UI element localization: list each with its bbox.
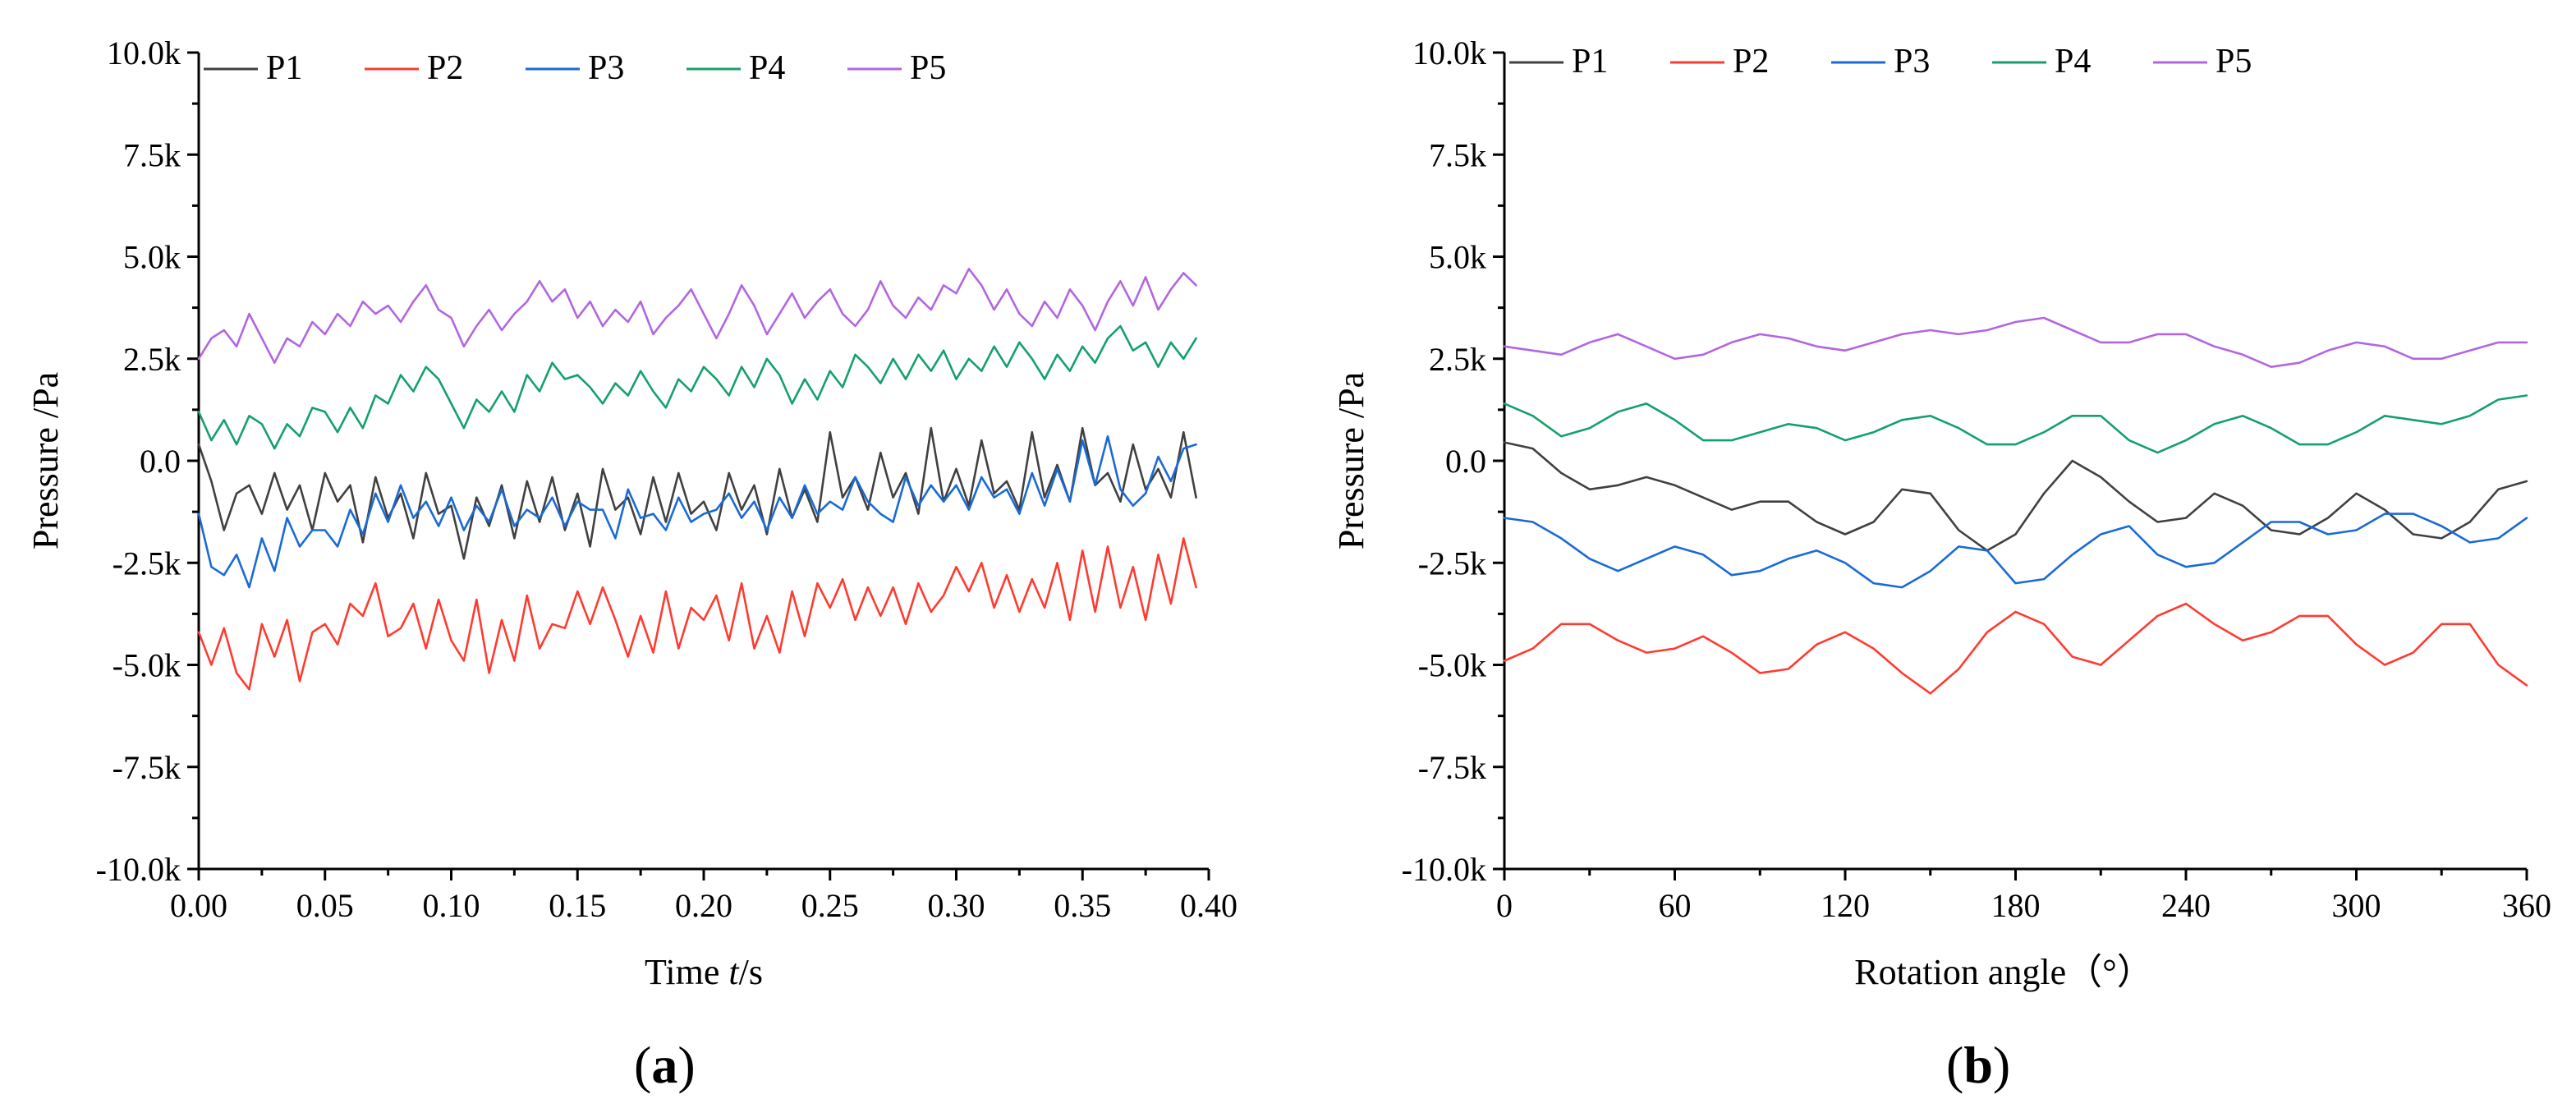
y-tick-label: 7.5k — [123, 136, 181, 173]
y-tick-label: -10.0k — [1402, 851, 1486, 888]
x-tick-label: 0.00 — [170, 887, 227, 924]
x-tick-label: 0.20 — [675, 887, 732, 924]
legend-label-p3: P3 — [588, 49, 624, 87]
chart-panel-a: -10.0k -7.5k -5.0k -2.5k 0.0 2.5k 5.0k 7.5k 10.0… — [25, 34, 1237, 1094]
panel-label-open-paren: ( — [634, 1036, 651, 1094]
x-tick-label: 240 — [2161, 887, 2211, 924]
panel-label-open-paren: ( — [1946, 1036, 1963, 1094]
legend-label-p4: P4 — [2055, 43, 2091, 80]
x-tick-label: 0.10 — [423, 887, 480, 924]
y-tick-label: 5.0k — [123, 239, 181, 276]
series-line-p2 — [1503, 602, 2528, 695]
x-tick-label: 0.35 — [1054, 887, 1111, 924]
y-tick-label: -2.5k — [112, 545, 181, 582]
panel-label-letter: a — [651, 1036, 677, 1094]
y-tick-label: 0.0 — [140, 443, 181, 480]
series-line-p1 — [1503, 441, 2528, 552]
y-tick-label: 2.5k — [1429, 341, 1486, 378]
series-line-p3 — [1503, 513, 2528, 589]
y-tick-label: -7.5k — [112, 749, 181, 786]
x-tick-label: 360 — [2502, 887, 2551, 924]
y-tick-label: -10.0k — [96, 851, 181, 888]
y-tick-label: -5.0k — [1418, 647, 1486, 684]
chart-panel-b: -10.0k -7.5k -5.0k -2.5k 0.0 2.5k 5.0k 7.5k 10.0… — [1331, 34, 2551, 1094]
series-line-p3 — [197, 434, 1197, 589]
y-tick-label: -2.5k — [1418, 545, 1486, 582]
x-axis-title-prefix: Time — [645, 952, 728, 992]
x-tick-label: 0.40 — [1180, 887, 1237, 924]
legend-label-p2: P2 — [427, 49, 463, 87]
x-tick-label: 0.25 — [801, 887, 859, 924]
x-axis-title: Time t/s — [645, 952, 763, 992]
x-tick-label: 60 — [1659, 887, 1692, 924]
y-tick-label: 0.0 — [1445, 443, 1486, 480]
y-tick-label: 5.0k — [1429, 239, 1486, 276]
x-tick-label: 0.05 — [296, 887, 354, 924]
y-tick-label: -5.0k — [112, 647, 181, 684]
panel-label-close-paren: ) — [677, 1036, 695, 1094]
series-line-p5 — [197, 268, 1197, 365]
x-axis-title-variable: t — [728, 952, 740, 992]
panel-label-close-paren: ) — [1993, 1036, 2010, 1094]
legend-label-p1: P1 — [1572, 43, 1608, 80]
y-tick-label: 10.0k — [107, 34, 181, 71]
legend-label-p4: P4 — [749, 49, 785, 87]
legend: P1 P2 P3 P4 P5 — [1509, 43, 2252, 80]
x-axis-title: Rotation angle（°） — [1854, 952, 2152, 992]
y-axis-title: Pressure /Pa — [1331, 372, 1371, 549]
legend: P1 P2 P3 P4 P5 — [204, 49, 946, 87]
x-tick-label: 180 — [1991, 887, 2041, 924]
legend-label-p2: P2 — [1733, 43, 1769, 80]
series-line-p2 — [197, 537, 1197, 691]
x-axis-title-prefix: Rotation angle（°） — [1854, 952, 2152, 992]
series-line-p1 — [197, 426, 1197, 560]
x-tick-label: 120 — [1821, 887, 1870, 924]
y-tick-label: -7.5k — [1418, 749, 1486, 786]
y-tick-label: 10.0k — [1412, 34, 1486, 71]
panel-label: (a) — [634, 1036, 696, 1094]
legend-label-p5: P5 — [2216, 43, 2252, 80]
series-line-p5 — [1503, 316, 2528, 369]
y-axis-title: Pressure /Pa — [25, 372, 66, 549]
panel-label-letter: b — [1963, 1036, 1993, 1094]
legend-label-p1: P1 — [266, 49, 302, 87]
series-line-p4 — [197, 324, 1197, 450]
x-tick-label: 300 — [2332, 887, 2381, 924]
y-tick-label: 7.5k — [1429, 136, 1486, 173]
x-axis-title-unit: /s — [739, 952, 763, 992]
x-tick-label: 0.30 — [928, 887, 985, 924]
y-tick-label: 2.5k — [123, 341, 181, 378]
series-line-p4 — [1503, 394, 2528, 454]
legend-label-p3: P3 — [1894, 43, 1930, 80]
legend-label-p5: P5 — [910, 49, 946, 87]
panel-label: (b) — [1946, 1036, 2010, 1094]
x-tick-label: 0.15 — [549, 887, 606, 924]
x-tick-label: 0 — [1496, 887, 1513, 924]
